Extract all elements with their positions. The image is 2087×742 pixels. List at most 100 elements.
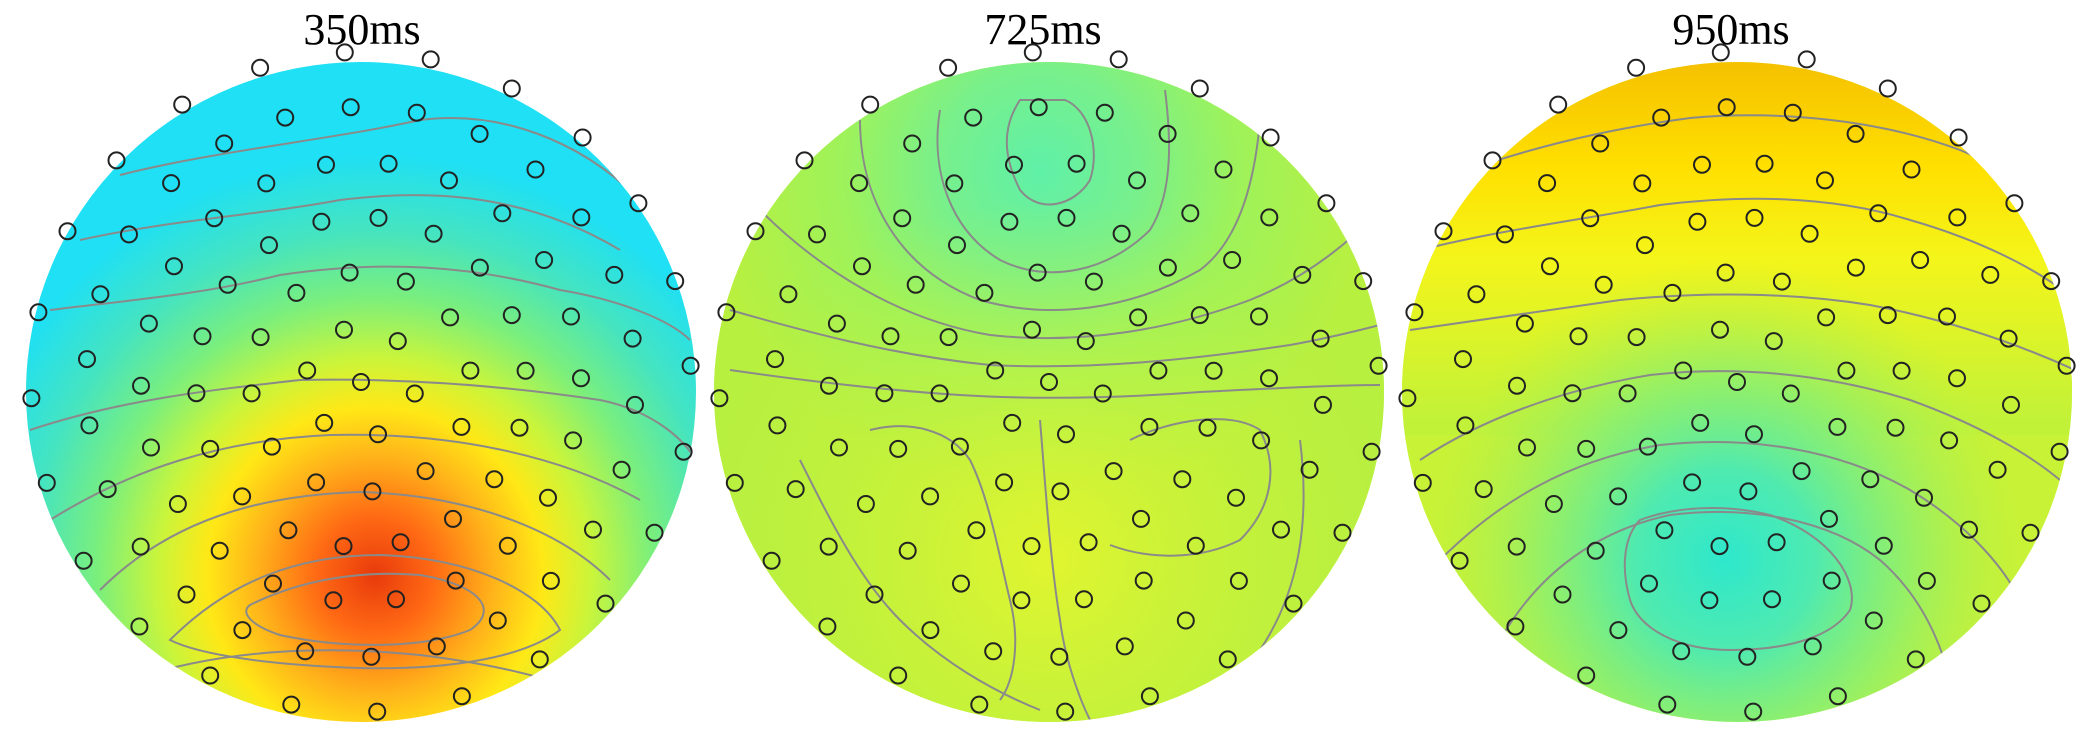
electrode-marker <box>424 224 443 243</box>
electrode-marker <box>444 509 462 528</box>
electrode-marker <box>2050 442 2069 461</box>
electrode-marker <box>1711 320 1729 339</box>
electrode-marker <box>1227 488 1245 507</box>
electrode-marker <box>1181 204 1200 223</box>
electrode-marker <box>461 361 480 380</box>
electrode-marker <box>572 369 590 388</box>
electrode-marker <box>142 438 160 457</box>
electrode-marker <box>1541 257 1559 276</box>
electrode-marker <box>315 413 334 432</box>
electrode-marker <box>130 617 149 636</box>
electrode-marker <box>605 265 624 284</box>
electrode-marker <box>1906 650 1925 669</box>
electrode-marker <box>861 95 880 114</box>
electrode-marker <box>334 537 353 556</box>
electrode-marker <box>307 473 326 492</box>
electrode-marker <box>427 637 446 656</box>
electrode-marker <box>530 650 549 669</box>
electrode-marker <box>1084 272 1103 291</box>
electrode-marker <box>1627 328 1646 347</box>
electrode-marker <box>1949 128 1968 147</box>
electrode-marker <box>1413 473 1432 492</box>
electrode-marker <box>541 571 560 590</box>
electrode-marker <box>1272 520 1290 539</box>
electrode-marker <box>1577 666 1596 685</box>
electrode-marker <box>1158 124 1177 143</box>
electrode-marker <box>889 439 908 458</box>
electrode-marker <box>1003 413 1022 432</box>
electrode-marker <box>945 174 964 193</box>
electrode-marker <box>1783 103 1802 122</box>
electrode-marker <box>1655 521 1674 540</box>
electrode-marker <box>1981 265 2000 284</box>
electrode-marker <box>889 666 908 685</box>
electrode-marker <box>296 642 315 661</box>
electrode-marker <box>1869 204 1888 223</box>
electrode-marker <box>1988 460 2007 479</box>
electrode-marker <box>78 350 96 369</box>
electrode-marker <box>287 283 306 302</box>
electrode-marker <box>1190 79 1209 98</box>
electrode-marker <box>2042 272 2061 291</box>
electrode-marker <box>1627 58 1646 77</box>
electrode-marker <box>1079 533 1098 552</box>
electrode-marker <box>1828 417 1847 436</box>
electrode-marker <box>1960 520 1978 539</box>
electrode-marker <box>1828 687 1847 706</box>
electrode-marker <box>1317 194 1336 213</box>
electrode-marker <box>1915 488 1933 507</box>
electrode-marker <box>1040 373 1058 391</box>
electrode-marker <box>1846 258 1865 277</box>
electrode-marker <box>1093 384 1112 403</box>
electrode-marker <box>1204 361 1223 380</box>
electrode-marker <box>1938 307 1956 326</box>
electrode-marker <box>368 702 387 721</box>
electrode-marker <box>470 258 489 277</box>
electrode-marker <box>1132 509 1150 528</box>
electrode-marker <box>58 222 77 241</box>
electrode-marker <box>1314 395 1332 414</box>
electrode-marker <box>233 487 252 506</box>
electrode-marker <box>1837 361 1856 380</box>
electrode-marker <box>1691 413 1710 432</box>
electrode-marker <box>264 574 282 593</box>
electrode-marker <box>1948 208 1967 227</box>
electrode-marker <box>1940 431 1959 450</box>
electrode-marker <box>470 124 489 143</box>
electrode-marker <box>1076 332 1095 351</box>
electrode-marker <box>1067 154 1086 173</box>
electrode-marker <box>1474 480 1493 499</box>
electrode-marker <box>1618 384 1637 403</box>
electrode-marker <box>1456 416 1475 435</box>
electrode-marker <box>1140 687 1159 706</box>
electrode-marker <box>984 642 1003 661</box>
electrode-marker <box>279 521 298 540</box>
electrode-marker <box>986 361 1005 380</box>
electrode-marker <box>1797 50 1816 69</box>
electrode-marker <box>1051 482 1070 501</box>
electrode-marker <box>1261 128 1280 147</box>
electrode-marker <box>1218 650 1237 669</box>
electrode-marker <box>1820 509 1838 528</box>
electrode-marker <box>257 174 276 193</box>
electrode-marker <box>1636 236 1654 255</box>
electrode-marker <box>1050 647 1069 666</box>
electrode-marker <box>1638 437 1657 456</box>
electrode-marker <box>298 361 317 380</box>
electrode-marker <box>233 621 252 640</box>
electrode-marker <box>562 307 580 326</box>
electrode-marker <box>1755 154 1774 173</box>
electrode-marker <box>626 395 644 414</box>
electrode-marker <box>98 480 117 499</box>
electrode-marker <box>1772 272 1791 291</box>
electrode-marker <box>341 98 360 117</box>
electrode-marker <box>210 541 229 560</box>
electrode-marker <box>387 590 405 609</box>
electrode-marker <box>1739 482 1758 501</box>
electrode-marker <box>1075 590 1093 609</box>
electrode-marker <box>1022 537 1041 556</box>
electrode-marker <box>369 208 388 227</box>
electrode-marker <box>875 384 894 403</box>
electrode-marker <box>335 43 354 62</box>
